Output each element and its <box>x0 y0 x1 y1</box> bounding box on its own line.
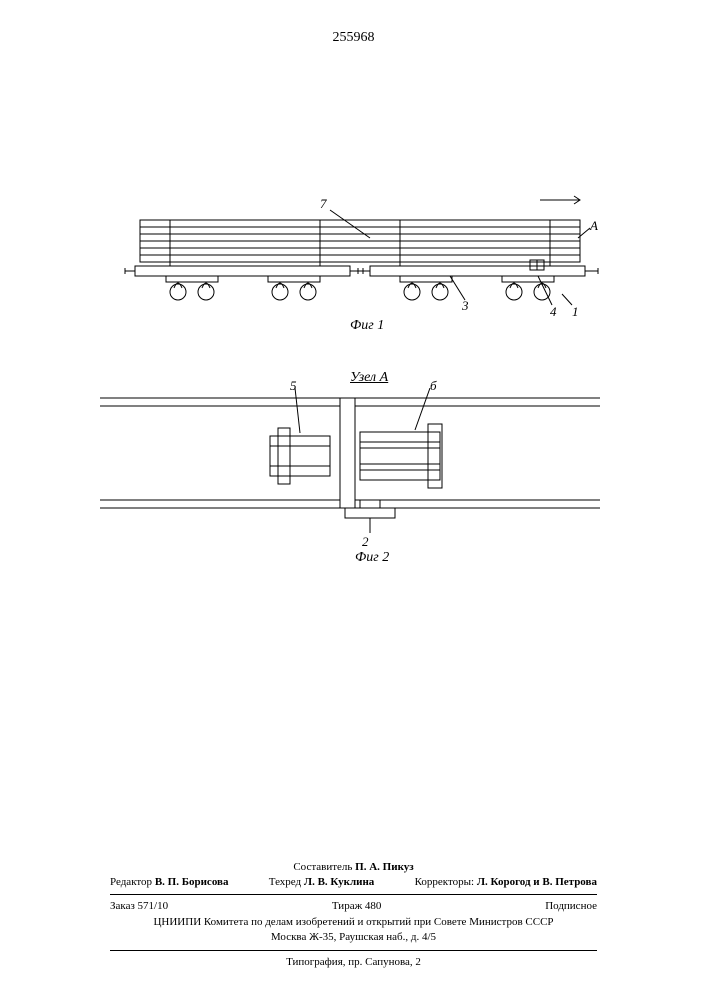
editor-label: Редактор <box>110 876 152 888</box>
callout-5: 5 <box>290 378 297 394</box>
editor-block: Редактор В. П. Борисова <box>110 875 228 890</box>
divider-1 <box>110 894 597 895</box>
circulation: Тираж 480 <box>332 899 382 914</box>
fig1-label: Фиг 1 <box>350 318 384 334</box>
subscription: Подписное <box>545 899 597 914</box>
fig2-label: Фиг 2 <box>355 550 389 566</box>
callout-7: 7 <box>320 196 327 212</box>
correctors-label: Корректоры: <box>415 876 474 888</box>
callout-4: 4 <box>550 304 557 320</box>
order-row: Заказ 571/10 Тираж 480 Подписное <box>0 899 707 914</box>
callout-6: б <box>430 378 437 394</box>
callout-1: 1 <box>572 304 579 320</box>
fig2-svg <box>100 388 600 548</box>
compiler-name: П. А. Пикуз <box>355 861 414 873</box>
callout-3: 3 <box>462 298 469 314</box>
callout-2: 2 <box>362 534 369 550</box>
divider-2 <box>110 950 597 951</box>
figure-1: 7 А 3 4 1 Фиг 1 <box>120 190 600 340</box>
compiler-line: Составитель П. А. Пикуз <box>0 860 707 875</box>
editor-name: В. П. Борисова <box>155 876 229 888</box>
page-number: 255968 <box>333 30 375 46</box>
techred-name: Л. В. Куклина <box>304 876 374 888</box>
org-line: ЦНИИПИ Комитета по делам изобретений и о… <box>0 915 707 930</box>
correctors-block: Корректоры: Л. Корогод и В. Петрова <box>415 875 597 890</box>
figures-area: 7 А 3 4 1 Фиг 1 Узел А <box>120 190 600 560</box>
techred-block: Техред Л. В. Куклина <box>269 875 375 890</box>
footer: Составитель П. А. Пикуз Редактор В. П. Б… <box>0 860 707 970</box>
techred-label: Техред <box>269 876 301 888</box>
printer-line: Типография, пр. Сапунова, 2 <box>0 955 707 970</box>
compiler-label: Составитель <box>293 861 352 873</box>
order-number: Заказ 571/10 <box>110 899 168 914</box>
credits-row: Редактор В. П. Борисова Техред Л. В. Кук… <box>0 875 707 890</box>
addr-line: Москва Ж-35, Раушская наб., д. 4/5 <box>0 930 707 945</box>
section-label: Узел А <box>350 370 388 386</box>
correctors-names: Л. Корогод и В. Петрова <box>477 876 597 888</box>
callout-A: А <box>590 218 598 234</box>
figure-2: Узел А <box>100 370 580 560</box>
